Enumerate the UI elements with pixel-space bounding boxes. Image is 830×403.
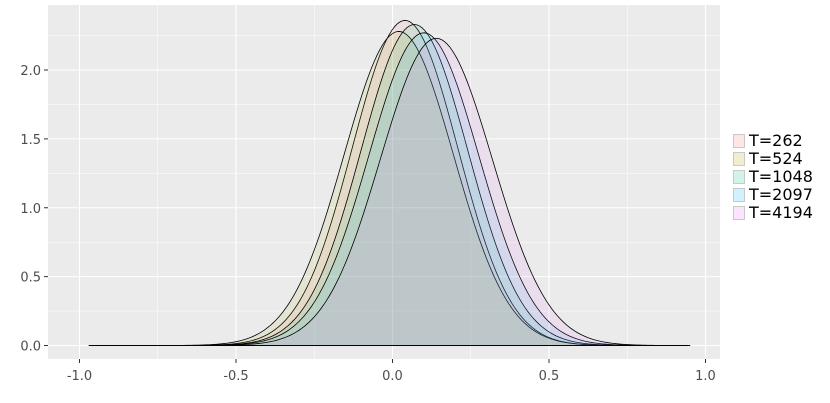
x-axis: -1.0 -0.5 0.0 0.5 1.0 — [67, 359, 716, 384]
y-tick-label: 1.5 — [20, 133, 41, 148]
legend-label: T=1048 — [749, 167, 813, 186]
y-tick-label: 0.0 — [20, 340, 41, 355]
density-areas — [88, 20, 691, 346]
legend-key — [733, 170, 745, 184]
legend-item: T=4194 — [733, 204, 813, 222]
legend-label: T=4194 — [749, 203, 813, 222]
legend-key — [733, 206, 745, 220]
legend-key — [733, 188, 745, 202]
grid — [48, 5, 720, 359]
legend-label: T=524 — [749, 149, 803, 168]
legend-key — [733, 134, 745, 148]
x-tick-label: -0.5 — [223, 369, 248, 384]
density-area-5 — [88, 37, 691, 346]
legend-item: T=2097 — [733, 186, 813, 204]
x-tick-label: 0.5 — [539, 369, 560, 384]
legend-item: T=524 — [733, 150, 813, 168]
legend-item: T=262 — [733, 132, 813, 150]
legend-label: T=262 — [749, 131, 803, 150]
legend-item: T=1048 — [733, 168, 813, 186]
y-axis: 0.0 0.5 1.0 1.5 2.0 — [20, 64, 48, 355]
legend: T=262 T=524 T=1048 T=2097 T=4194 — [733, 132, 813, 222]
x-tick-label: 1.0 — [695, 369, 716, 384]
y-tick-label: 2.0 — [20, 64, 41, 79]
x-tick-label: 0.0 — [382, 369, 403, 384]
legend-key — [733, 152, 745, 166]
x-tick-label: -1.0 — [67, 369, 92, 384]
y-tick-label: 1.0 — [20, 202, 41, 217]
y-tick-label: 0.5 — [20, 271, 41, 286]
plot-panel — [48, 5, 720, 359]
legend-label: T=2097 — [749, 185, 813, 204]
